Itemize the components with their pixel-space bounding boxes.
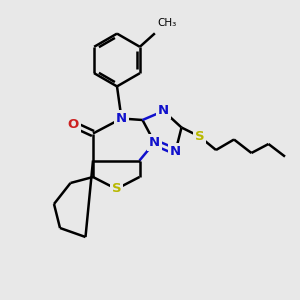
Text: S: S [195, 130, 204, 143]
Text: N: N [158, 104, 169, 118]
Text: CH₃: CH₃ [158, 18, 177, 28]
Text: O: O [68, 118, 79, 131]
Text: N: N [170, 145, 181, 158]
Text: N: N [116, 112, 127, 125]
Text: S: S [112, 182, 121, 196]
Text: N: N [149, 136, 160, 149]
